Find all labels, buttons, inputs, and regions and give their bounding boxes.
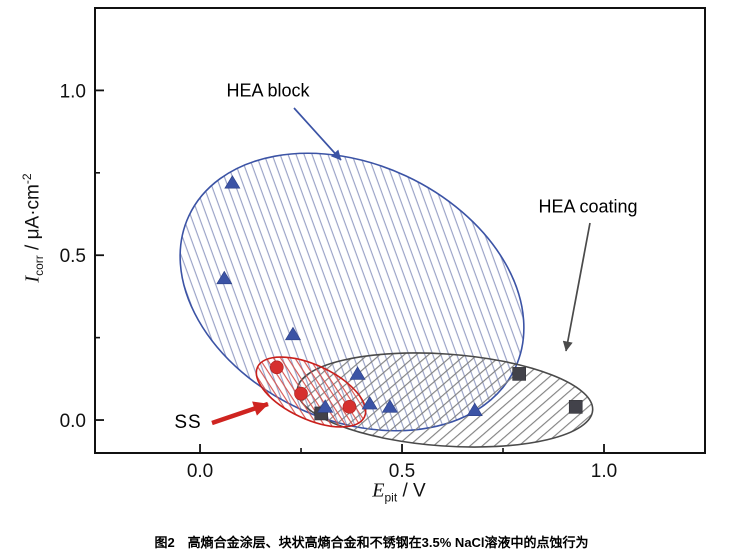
y-tick-label: 1.0 bbox=[60, 81, 86, 102]
data-point-triangle-hea-block bbox=[216, 270, 233, 285]
pitting-behavior-scatter-chart: 0.0 0.5 1.0 0.0 0.5 1.0 Icorr / μA·cm-2 Epit … bbox=[20, 7, 706, 505]
data-point-square-hea-coating bbox=[568, 400, 583, 414]
annotation-arrow-hea-coating bbox=[562, 222, 591, 352]
y-axis-subscript: corr bbox=[32, 255, 47, 276]
data-point-triangle-hea-block bbox=[284, 326, 301, 341]
data-point-triangle-hea-block bbox=[381, 399, 398, 413]
x-tick-label: 1.0 bbox=[591, 461, 617, 482]
data-point-triangle-hea-block bbox=[466, 402, 483, 416]
data-point-circle-ss bbox=[294, 386, 308, 401]
x-tick-label: 0.5 bbox=[389, 461, 415, 482]
y-axis-symbol: I bbox=[21, 275, 44, 283]
y-tick-label: 0.0 bbox=[60, 411, 86, 432]
data-point-triangle-hea-block bbox=[361, 395, 378, 410]
annotation-arrow-hea-block bbox=[293, 107, 342, 161]
plot-border bbox=[94, 7, 706, 454]
annotation-ss: SS bbox=[174, 412, 202, 433]
data-point-square-hea-coating bbox=[512, 367, 526, 381]
data-point-circle-ss bbox=[342, 400, 357, 414]
data-point-circle-ss bbox=[269, 360, 284, 375]
annotation-hea-coating: HEA coating bbox=[538, 196, 638, 217]
y-axis-label: Icorr / μA·cm-2 bbox=[20, 173, 46, 282]
figure-caption: 图2 高熵合金涂层、块状高熵合金和不锈钢在3.5% NaCl溶液中的点蚀行为 bbox=[154, 535, 589, 550]
x-axis-symbol: E bbox=[372, 479, 385, 502]
x-axis-unit: / V bbox=[397, 480, 426, 502]
annotation-hea-block: HEA block bbox=[226, 80, 310, 101]
group-ellipse-ss bbox=[255, 356, 367, 428]
x-axis-label: Epit / V bbox=[372, 480, 425, 505]
annotation-arrow-ss bbox=[211, 401, 269, 426]
data-point-triangle-hea-block bbox=[317, 399, 334, 413]
y-axis-superscript: -2 bbox=[19, 173, 34, 185]
y-tick-label: 0.5 bbox=[60, 246, 86, 267]
y-axis-unit: / μA·cm bbox=[22, 184, 44, 256]
x-axis-subscript: pit bbox=[384, 490, 398, 505]
chart-canvas: 0.0 0.5 1.0 0.0 0.5 1.0 bbox=[60, 7, 706, 482]
data-point-triangle-hea-block bbox=[349, 366, 366, 380]
x-tick-label: 0.0 bbox=[187, 461, 213, 482]
data-point-triangle-hea-block bbox=[224, 175, 241, 189]
